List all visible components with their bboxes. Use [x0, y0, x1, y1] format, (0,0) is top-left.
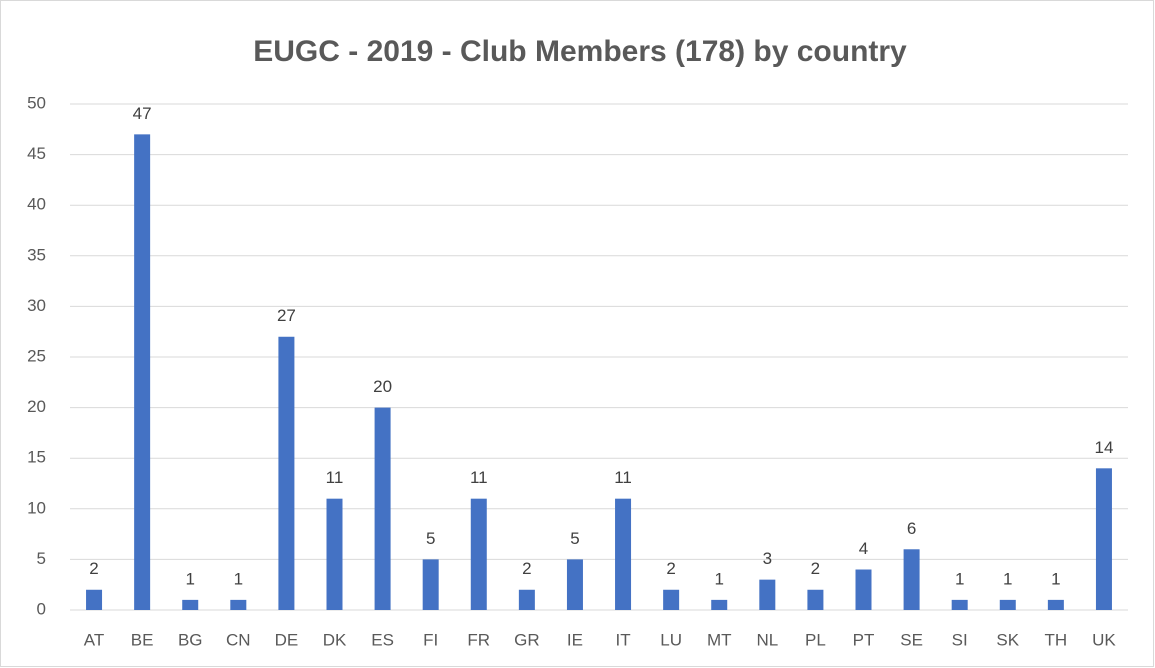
bar: [999, 599, 1016, 610]
bar: [422, 559, 439, 610]
data-label: 1: [185, 569, 194, 588]
x-tick-label: TH: [1045, 630, 1068, 649]
y-tick-label: 10: [27, 498, 46, 517]
x-tick-label: SI: [952, 630, 968, 649]
x-tick-label: UK: [1092, 630, 1116, 649]
data-label: 5: [570, 529, 579, 548]
x-tick-label: FR: [467, 630, 490, 649]
data-label: 1: [714, 569, 723, 588]
x-tick-label: SE: [900, 630, 923, 649]
x-tick-label: AT: [84, 630, 104, 649]
data-label: 11: [470, 468, 488, 487]
y-tick-label: 35: [27, 245, 46, 264]
bar: [182, 599, 199, 610]
y-tick-label: 25: [27, 346, 46, 365]
x-tick-label: PL: [805, 630, 826, 649]
y-tick-label: 30: [27, 296, 46, 315]
bar: [807, 589, 824, 610]
bar: [326, 498, 343, 610]
bar: [134, 134, 151, 611]
x-tick-label: BG: [178, 630, 203, 649]
x-tick-label: MT: [707, 630, 732, 649]
data-label: 1: [1051, 569, 1060, 588]
y-tick-label: 15: [27, 448, 46, 467]
y-tick-label: 45: [27, 144, 46, 163]
y-tick-label: 20: [27, 397, 46, 416]
x-tick-label: PT: [853, 630, 875, 649]
bar: [566, 559, 583, 610]
data-label: 47: [133, 104, 152, 123]
data-label: 11: [614, 468, 632, 487]
x-tick-label: FI: [423, 630, 438, 649]
bar: [663, 589, 680, 610]
data-label: 1: [955, 569, 964, 588]
bar: [711, 599, 728, 610]
x-tick-label: NL: [756, 630, 778, 649]
chart-title: EUGC - 2019 - Club Members (178) by coun…: [253, 35, 907, 68]
data-label: 1: [1003, 569, 1012, 588]
x-tick-label: ES: [371, 630, 394, 649]
x-tick-label: BE: [131, 630, 154, 649]
y-tick-label: 0: [37, 599, 46, 618]
data-label: 2: [666, 559, 675, 578]
bar: [903, 549, 920, 610]
data-label: 2: [89, 559, 98, 578]
bar: [470, 498, 487, 610]
x-tick-label: IE: [567, 630, 583, 649]
data-label: 1: [234, 569, 243, 588]
bar: [278, 336, 295, 610]
bar: [951, 599, 968, 610]
data-label: 2: [811, 559, 820, 578]
x-tick-label: DK: [323, 630, 347, 649]
data-label: 14: [1094, 438, 1113, 457]
y-tick-label: 50: [27, 93, 46, 112]
bar: [518, 589, 535, 610]
data-label: 11: [326, 468, 344, 487]
x-tick-label: IT: [615, 630, 630, 649]
x-tick-label: GR: [514, 630, 540, 649]
bar: [230, 599, 247, 610]
data-label: 27: [277, 306, 296, 325]
y-tick-label: 40: [27, 195, 46, 214]
y-tick-label: 5: [37, 549, 46, 568]
x-tick-label: LU: [660, 630, 682, 649]
bar: [615, 498, 632, 610]
x-tick-label: SK: [996, 630, 1019, 649]
bar: [86, 589, 103, 610]
data-label: 3: [763, 549, 772, 568]
bar: [1047, 599, 1064, 610]
bar: [374, 407, 391, 610]
x-tick-label: CN: [226, 630, 251, 649]
data-label: 4: [859, 539, 868, 558]
data-label: 5: [426, 529, 435, 548]
x-tick-label: DE: [275, 630, 299, 649]
data-label: 2: [522, 559, 531, 578]
data-label: 6: [907, 519, 916, 538]
bar: [855, 569, 872, 610]
bar: [759, 579, 776, 610]
bar: [1095, 468, 1112, 610]
data-label: 20: [373, 377, 392, 396]
